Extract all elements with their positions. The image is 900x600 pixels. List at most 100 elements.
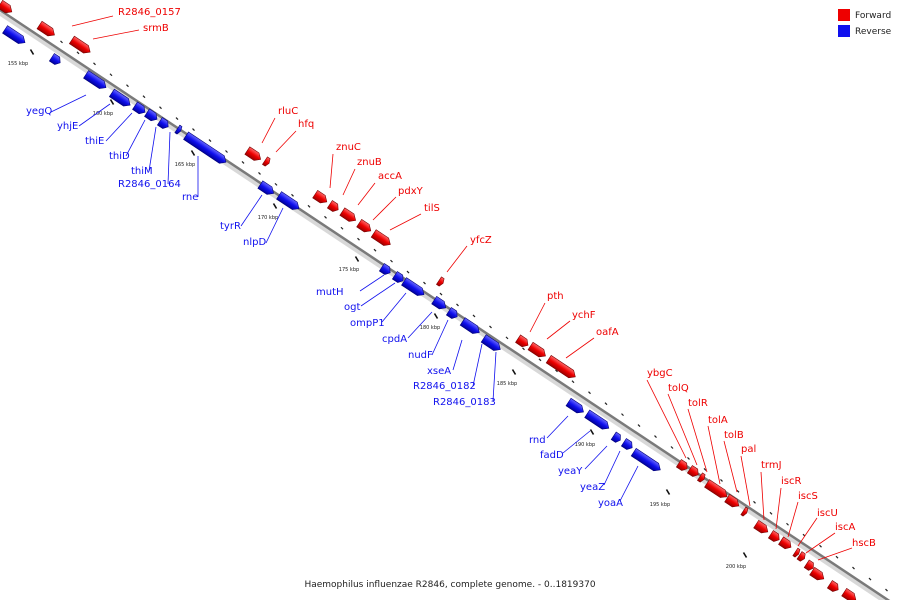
reverse-gene-label: ompP1 [350,318,385,329]
minor-tick [753,500,756,504]
forward-leader-line [565,337,595,359]
reverse-leader-line [562,430,591,454]
forward-gene-arrow [262,156,271,167]
reverse-gene-arrow [144,108,158,122]
genome-caption: Haemophilus influenzae R2846, complete g… [304,580,595,590]
forward-gene-arrow [686,465,699,477]
tick-label: 155 kbp [8,61,28,67]
forward-gene-arrow [675,459,688,471]
forward-gene-label: ychF [572,310,596,321]
reverse-gene-label: ogt [344,302,360,313]
forward-gene-arrow [312,189,328,204]
minor-tick [340,226,344,230]
minor-tick-layer [43,29,888,592]
gene-layer [0,0,857,600]
tick-mark [511,369,517,375]
minor-tick [126,84,129,88]
minor-tick [76,51,80,55]
forward-leader-line [646,379,687,459]
forward-gene-arrow [778,536,792,550]
forward-gene-arrow [803,559,814,571]
forward-gene-arrow [792,547,801,558]
reverse-gene-arrow [459,317,480,334]
minor-tick [555,369,558,373]
forward-gene-arrow [826,580,839,592]
reverse-gene-label: xseA [427,366,451,377]
tick-mark [109,99,115,105]
minor-tick [60,40,63,44]
forward-gene-label: pth [547,291,564,302]
forward-gene-arrow [68,35,91,54]
minor-tick [505,336,509,340]
forward-gene-arrow [545,354,576,379]
minor-tick [307,204,311,208]
reverse-gene-label: thiM [131,166,153,177]
forward-gene-arrow [356,218,372,233]
forward-leader-line [92,29,140,40]
forward-gene-arrow [809,566,825,581]
reverse-gene-label: nlpD [243,237,266,248]
reverse-gene-label: yhjE [57,121,78,132]
forward-leader-line [775,487,782,530]
reverse-gene-label: R2846_0183 [433,397,496,408]
reverse-gene-label: cpdA [382,334,407,345]
tick-mark [433,313,439,319]
legend-reverse-label: Reverse [855,27,892,37]
minor-tick [604,402,608,406]
forward-gene-arrow [697,472,706,483]
minor-tick [406,270,410,274]
forward-leader-line [275,130,297,153]
forward-gene-label: iscR [781,476,801,487]
minor-tick [703,468,707,471]
reverse-leader-line [584,445,608,470]
forward-leader-line [787,501,799,538]
forward-gene-label: hfq [298,119,314,130]
tick-mark [190,150,196,156]
forward-leader-line [805,532,836,554]
minor-tick [852,566,855,570]
reverse-leader-line [492,351,497,402]
reverse-leader-line [381,292,407,323]
forward-gene-arrow [704,479,728,498]
forward-leader-line [546,320,571,340]
tick-layer: 155 kbp 160 kbp 165 kbp 170 kbp 175 kbp 180 k… [8,49,748,570]
forward-leader-line [357,182,376,206]
minor-tick [769,511,773,515]
reverse-gene-arrow [565,397,584,414]
tick-mark [742,552,748,558]
reverse-gene-label: R2846_0182 [413,381,476,392]
reverse-gene-label: yoaA [598,498,623,509]
minor-tick [423,281,426,285]
reverse-gene-arrow [2,25,26,44]
forward-gene-label: trmJ [761,460,782,471]
forward-gene-label: tolR [688,398,708,409]
forward-gene-arrow [0,0,13,14]
minor-tick [175,117,179,121]
forward-leader-line [707,425,721,485]
minor-tick [274,182,278,186]
reverse-leader-line [125,119,146,157]
forward-leader-line [372,196,397,221]
minor-tick [621,413,624,417]
tick-mark [29,49,35,55]
tick-mark [272,203,278,209]
reverse-gene-arrow [276,191,300,210]
minor-tick [192,128,195,131]
reverse-leader-line [546,415,569,439]
minor-tick [538,358,542,362]
legend-forward-label: Forward [855,11,891,21]
forward-leader-line [261,117,276,144]
tick-label: 160 kbp [93,111,113,117]
forward-gene-arrow [36,20,55,37]
minor-tick [208,139,212,142]
forward-gene-arrow [370,229,391,246]
reverse-gene-label: mutH [316,287,344,298]
reverse-gene-label: thiE [85,136,104,147]
forward-gene-label: tolA [708,415,728,426]
forward-gene-arrow [436,276,445,287]
reverse-gene-label: tyrR [220,221,241,232]
reverse-gene-label: yeaY [558,466,583,477]
reverse-gene-label: nudF [408,350,433,361]
minor-tick [324,215,327,219]
tick-label: 180 kbp [420,325,440,331]
